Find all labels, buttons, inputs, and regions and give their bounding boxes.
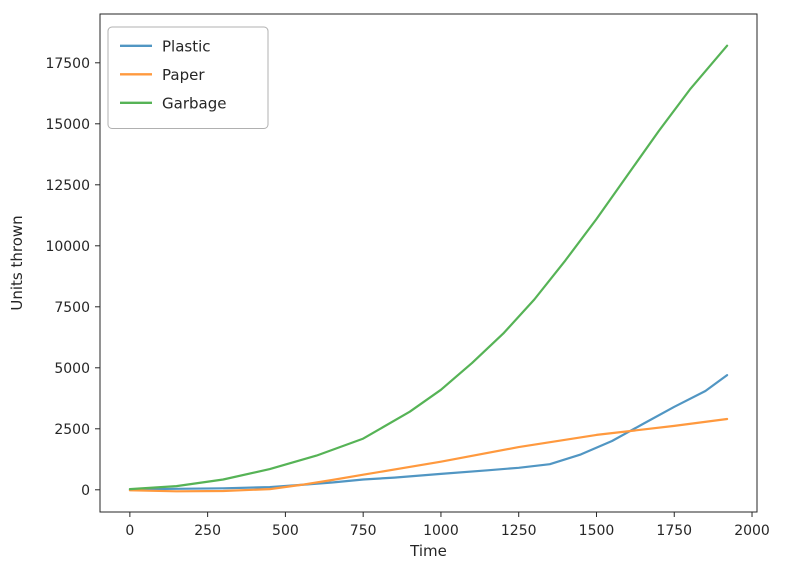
x-tick-label: 1250 — [501, 523, 537, 539]
x-tick-label: 1750 — [656, 523, 692, 539]
y-tick-label: 7500 — [54, 300, 90, 316]
y-tick-label: 2500 — [54, 422, 90, 438]
series-line-garbage — [128, 44, 729, 491]
legend-label-paper: Paper — [162, 66, 205, 84]
legend-label-plastic: Plastic — [162, 37, 211, 55]
y-tick-label: 15000 — [45, 117, 90, 133]
y-tick-label: 10000 — [45, 239, 90, 255]
y-tick-label: 5000 — [54, 361, 90, 377]
y-tick-label: 12500 — [45, 178, 90, 194]
x-tick-label: 1000 — [423, 523, 459, 539]
x-tick-label: 1500 — [579, 523, 615, 539]
y-tick-label: 0 — [81, 483, 90, 499]
legend-label-garbage: Garbage — [162, 94, 226, 112]
y-tick-label: 17500 — [45, 56, 90, 72]
x-tick-label: 2000 — [734, 523, 770, 539]
x-tick-label: 500 — [272, 523, 299, 539]
x-tick-label: 250 — [194, 523, 221, 539]
plot-border — [99, 13, 758, 513]
series-line-plastic — [128, 374, 729, 491]
series-line-paper — [128, 417, 729, 493]
y-axis-label: Units thrown — [8, 215, 26, 310]
x-tick-label: 750 — [350, 523, 377, 539]
legend: Plastic Paper Garbage — [107, 26, 269, 129]
x-axis-label: Time — [409, 542, 447, 560]
x-tick-label: 0 — [125, 523, 134, 539]
